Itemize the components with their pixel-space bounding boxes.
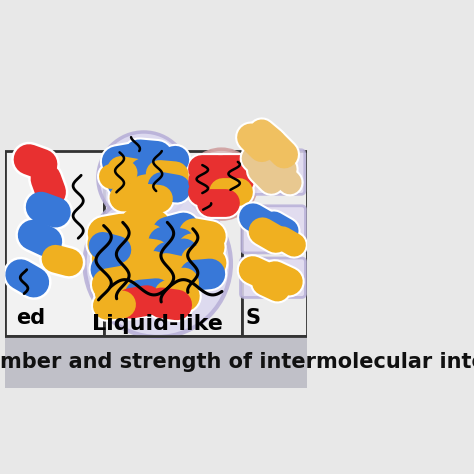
FancyBboxPatch shape — [242, 206, 305, 253]
FancyBboxPatch shape — [5, 151, 104, 336]
Text: mber and strength of intermolecular interacti: mber and strength of intermolecular inte… — [0, 352, 474, 372]
FancyBboxPatch shape — [5, 336, 307, 388]
Text: ed: ed — [17, 308, 46, 328]
FancyBboxPatch shape — [240, 258, 305, 298]
Text: Liquid-like: Liquid-like — [92, 314, 223, 334]
Circle shape — [84, 191, 231, 337]
Text: S: S — [246, 308, 261, 328]
FancyBboxPatch shape — [104, 151, 242, 336]
Circle shape — [98, 132, 190, 224]
Circle shape — [186, 149, 256, 219]
FancyBboxPatch shape — [242, 151, 307, 336]
FancyBboxPatch shape — [243, 150, 305, 194]
